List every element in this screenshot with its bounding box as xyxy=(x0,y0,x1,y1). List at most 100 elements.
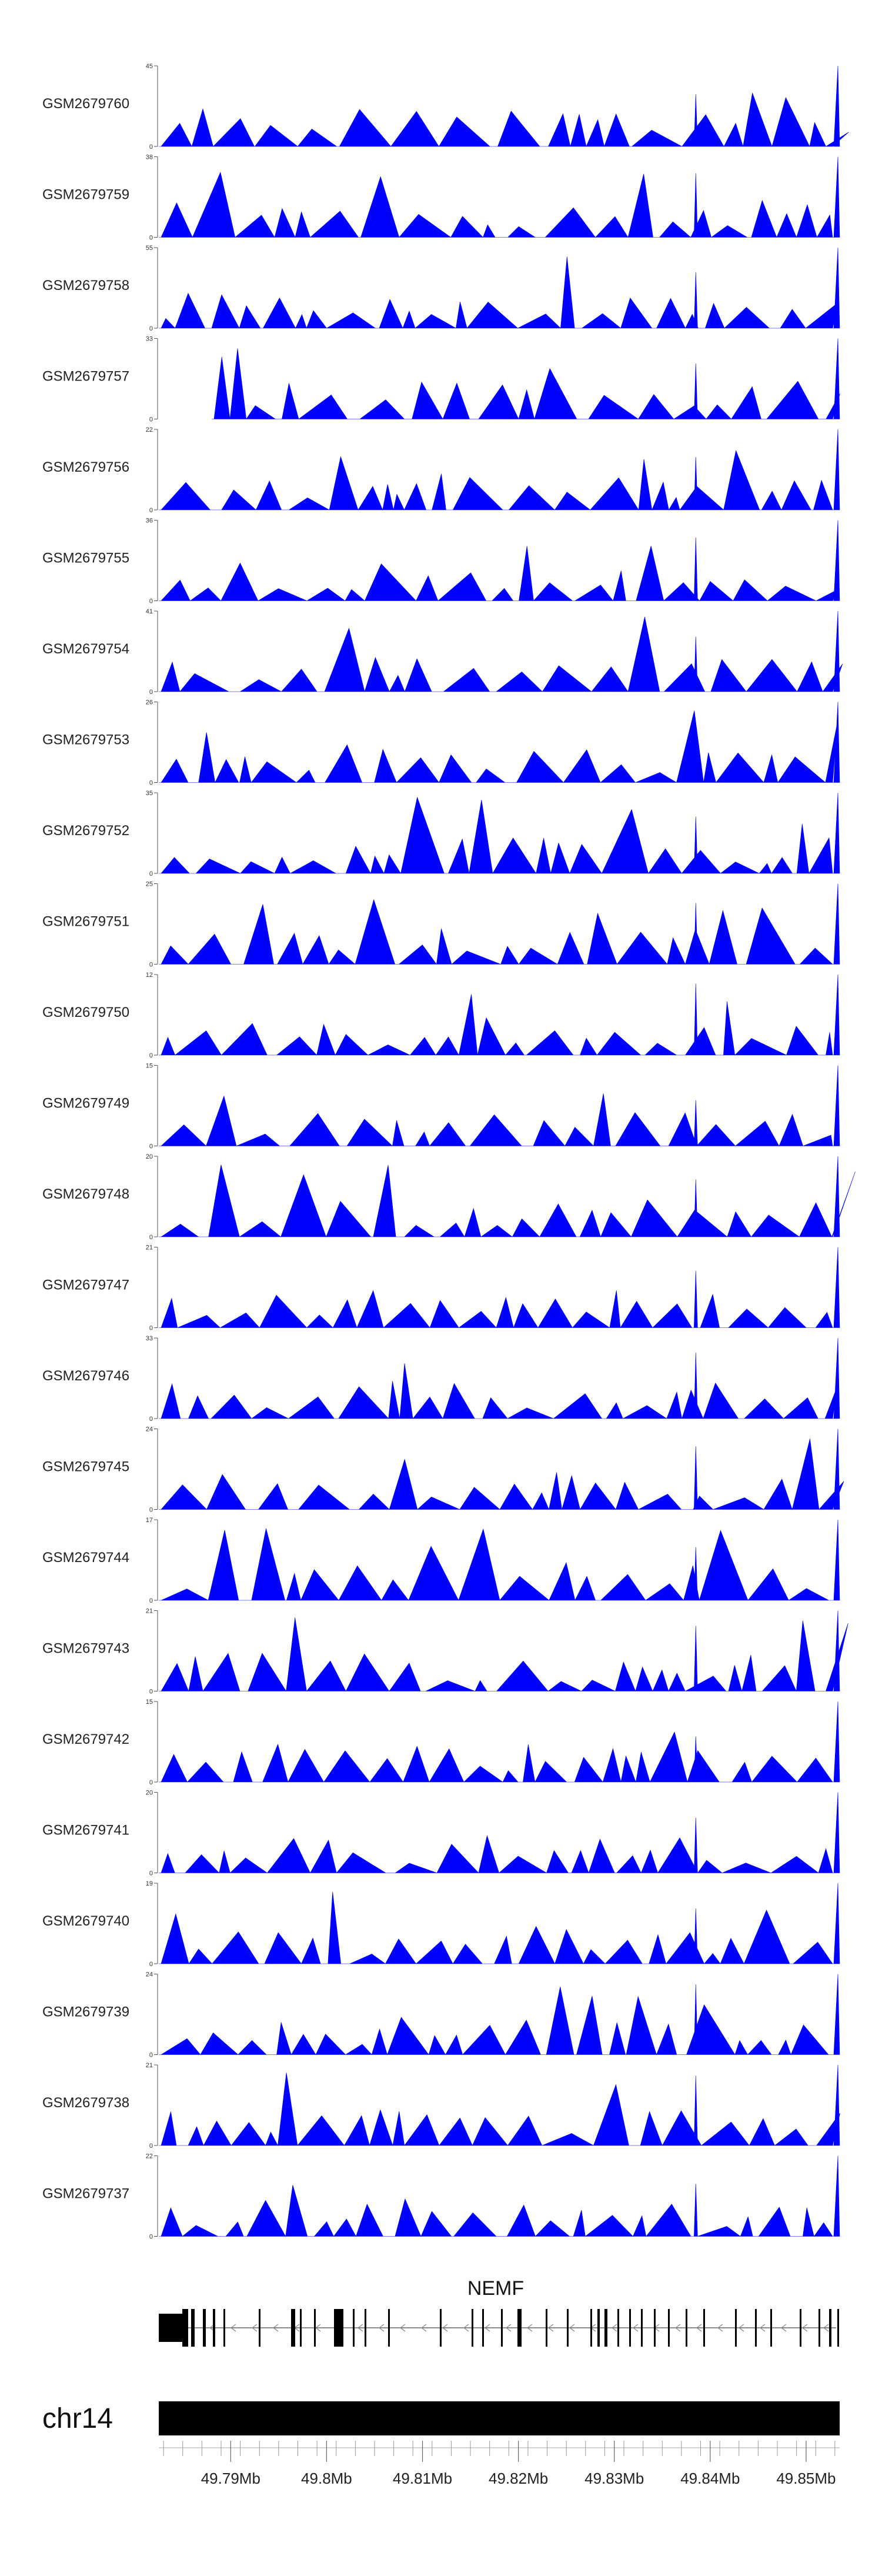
track-GSM2679755: GSM2679755 36 0 xyxy=(42,518,840,605)
exon xyxy=(818,2309,820,2347)
exon xyxy=(365,2309,366,2347)
track-label: GSM2679754 xyxy=(42,641,129,657)
x-tick-label: 49.8Mb xyxy=(301,2470,352,2487)
y-tick-label-max: 21 xyxy=(146,1244,153,1252)
y-tick-label-max: 19 xyxy=(146,1880,153,1887)
y-tick-label-max: 24 xyxy=(146,1426,153,1433)
y-tick-label-max: 20 xyxy=(146,1790,153,1797)
track-label: GSM2679752 xyxy=(42,823,129,839)
strand-arrow xyxy=(442,2324,448,2332)
y-tick-label-min: 0 xyxy=(149,235,153,242)
coverage-area xyxy=(159,1883,840,1964)
coverage-area xyxy=(159,974,840,1056)
coverage-area xyxy=(159,429,840,511)
exon xyxy=(597,2309,600,2347)
strand-arrow xyxy=(823,2324,829,2332)
y-tick-label-max: 55 xyxy=(146,245,153,252)
track-label: GSM2679751 xyxy=(42,914,129,930)
strand-arrow xyxy=(421,2324,427,2332)
chromosome-label: chr14 xyxy=(42,2403,113,2434)
track-label: GSM2679740 xyxy=(42,1913,129,1929)
y-tick-label-max: 17 xyxy=(146,1517,153,1524)
exon xyxy=(800,2309,801,2347)
track-GSM2679746: GSM2679746 33 0 xyxy=(42,1335,840,1423)
track-label: GSM2679746 xyxy=(42,1368,129,1384)
coverage-area xyxy=(159,1701,840,1783)
track-label: GSM2679741 xyxy=(42,1823,129,1838)
x-tick-label: 49.79Mb xyxy=(201,2470,260,2487)
exon xyxy=(686,2309,687,2347)
y-tick-label-max: 24 xyxy=(146,1971,153,1978)
y-tick-label-min: 0 xyxy=(149,1143,153,1150)
track-GSM2679758: GSM2679758 55 0 xyxy=(42,245,840,332)
strand-arrow xyxy=(506,2324,512,2332)
track-label: GSM2679750 xyxy=(42,1005,129,1020)
strand-arrow xyxy=(379,2324,385,2332)
y-tick-label-max: 22 xyxy=(146,2153,153,2160)
y-tick-label-max: 15 xyxy=(146,1063,153,1070)
track-label: GSM2679747 xyxy=(42,1277,129,1293)
track-GSM2679744: GSM2679744 17 0 xyxy=(42,1517,840,1604)
exon xyxy=(353,2309,355,2347)
strand-arrow xyxy=(633,2324,639,2332)
track-GSM2679742: GSM2679742 15 0 xyxy=(42,1699,840,1786)
track-GSM2679747: GSM2679747 21 0 xyxy=(42,1244,840,1332)
track-label: GSM2679753 xyxy=(42,732,129,748)
exon xyxy=(770,2309,772,2347)
coverage-area xyxy=(159,156,840,238)
track-GSM2679750: GSM2679750 12 0 xyxy=(42,972,840,1059)
track-GSM2679754: GSM2679754 41 0 xyxy=(42,608,843,696)
y-tick-label-min: 0 xyxy=(149,1416,153,1423)
y-tick-label-min: 0 xyxy=(149,144,153,151)
exon xyxy=(617,2309,619,2347)
strand-arrow xyxy=(463,2324,469,2332)
track-GSM2679740: GSM2679740 19 0 xyxy=(42,1880,840,1968)
y-tick-label-max: 45 xyxy=(146,63,153,70)
strand-arrow xyxy=(485,2324,490,2332)
exon xyxy=(829,2309,831,2347)
coverage-area xyxy=(159,247,840,329)
exon xyxy=(291,2309,295,2347)
coverage-area xyxy=(159,65,849,148)
strand-arrow xyxy=(739,2324,744,2332)
y-tick-label-min: 0 xyxy=(149,416,153,423)
y-tick-label-min: 0 xyxy=(149,1870,153,1877)
exon xyxy=(259,2309,260,2347)
exon xyxy=(191,2309,195,2347)
track-label: GSM2679738 xyxy=(42,2095,129,2111)
track-GSM2679749: GSM2679749 15 0 xyxy=(42,1063,840,1150)
track-label: GSM2679749 xyxy=(42,1096,129,1112)
y-tick-label-min: 0 xyxy=(149,1779,153,1786)
exon xyxy=(472,2309,473,2347)
exon xyxy=(182,2309,188,2347)
y-tick-label-max: 35 xyxy=(146,790,153,797)
exon xyxy=(517,2309,522,2347)
strand-arrow xyxy=(569,2324,575,2332)
track-GSM2679738: GSM2679738 21 0 xyxy=(42,2062,840,2150)
y-tick-label-min: 0 xyxy=(149,962,153,969)
track-label: GSM2679745 xyxy=(42,1459,129,1475)
track-label: GSM2679739 xyxy=(42,2004,129,2020)
genome-axis: 49.79Mb 49.8Mb 49.81Mb 49.82Mb 49.83Mb 49.84M… xyxy=(159,2441,840,2487)
track-label: GSM2679759 xyxy=(42,187,129,203)
coverage-area xyxy=(159,1792,840,1874)
exon xyxy=(590,2309,592,2347)
track-label: GSM2679742 xyxy=(42,1731,129,1747)
exon xyxy=(755,2309,757,2347)
y-tick-label-min: 0 xyxy=(149,1597,153,1604)
coverage-area xyxy=(159,1337,840,1419)
exon xyxy=(668,2309,670,2347)
strand-arrow xyxy=(781,2324,787,2332)
coverage-area xyxy=(159,1610,848,1692)
strand-arrow xyxy=(675,2324,681,2332)
track-label: GSM2679743 xyxy=(42,1641,129,1657)
track-label: GSM2679744 xyxy=(42,1550,129,1566)
exon xyxy=(501,2309,503,2347)
strand-arrow xyxy=(802,2324,808,2332)
y-tick-label-min: 0 xyxy=(149,2143,153,2150)
track-GSM2679737: GSM2679737 22 0 xyxy=(42,2153,840,2241)
coverage-area xyxy=(159,2155,840,2237)
y-tick-label-max: 21 xyxy=(146,2062,153,2069)
exon xyxy=(703,2309,705,2347)
